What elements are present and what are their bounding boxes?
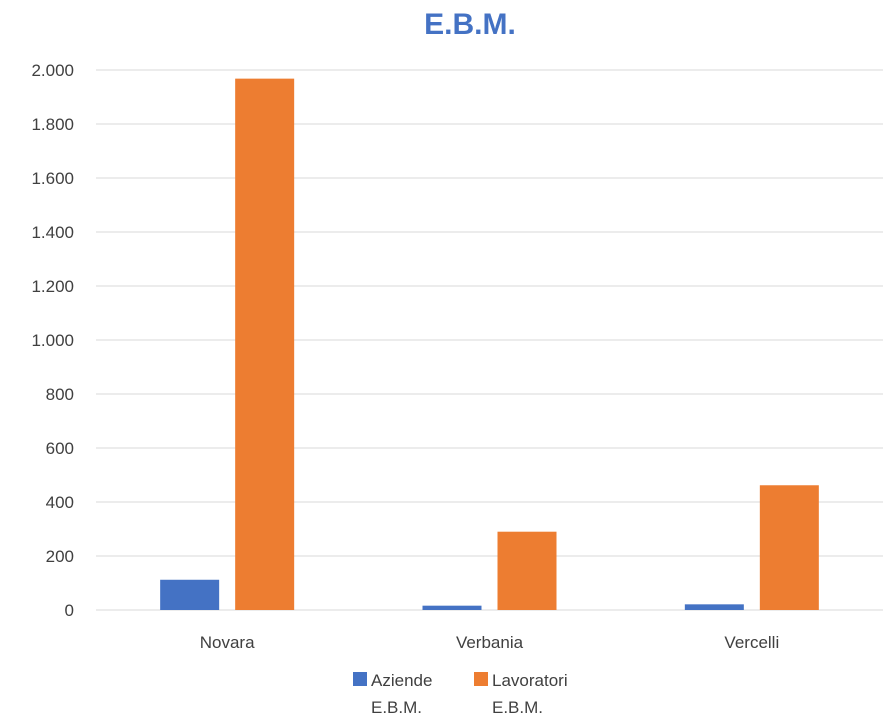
chart-title: E.B.M. xyxy=(424,8,516,41)
y-tick-label: 200 xyxy=(46,547,74,566)
legend-swatch xyxy=(474,672,488,686)
legend-label-line: E.B.M. xyxy=(371,698,422,717)
bar-vercelli-series-1 xyxy=(684,604,744,610)
y-tick-label: 1.000 xyxy=(31,331,74,350)
x-axis-category-labels: Novara Verbania Vercelli xyxy=(200,633,779,652)
y-tick-label: 800 xyxy=(46,385,74,404)
bar-novara-series-1 xyxy=(160,579,220,610)
x-category-label: Vercelli xyxy=(724,633,779,652)
legend-label-line: Lavoratori xyxy=(492,671,568,690)
gridlines xyxy=(96,69,883,611)
x-category-label: Verbania xyxy=(456,633,524,652)
y-tick-label: 1.400 xyxy=(31,223,74,242)
legend: Aziende E.B.M. Lavoratori E.B.M. xyxy=(353,671,568,717)
x-category-label: Novara xyxy=(200,633,255,652)
legend-item: Lavoratori E.B.M. xyxy=(474,671,568,717)
legend-swatch xyxy=(353,672,367,686)
bar-vercelli-series-2 xyxy=(759,485,819,610)
y-tick-label: 0 xyxy=(65,601,74,620)
y-tick-label: 1.600 xyxy=(31,169,74,188)
y-tick-label: 1.200 xyxy=(31,277,74,296)
y-tick-label: 2.000 xyxy=(31,61,74,80)
bar-verbania-series-1 xyxy=(422,605,482,610)
legend-item: Aziende E.B.M. xyxy=(353,671,432,717)
bar-novara-series-2 xyxy=(235,78,295,610)
y-tick-label: 1.800 xyxy=(31,115,74,134)
y-tick-label: 600 xyxy=(46,439,74,458)
legend-label-line: E.B.M. xyxy=(492,698,543,717)
y-tick-label: 400 xyxy=(46,493,74,512)
bars xyxy=(160,78,819,610)
legend-label-line: Aziende xyxy=(371,671,432,690)
bar-verbania-series-2 xyxy=(497,531,557,610)
y-axis-tick-labels: 0 200 400 600 800 1.000 1.200 1.400 1.600 1.800 2.… xyxy=(31,61,74,620)
